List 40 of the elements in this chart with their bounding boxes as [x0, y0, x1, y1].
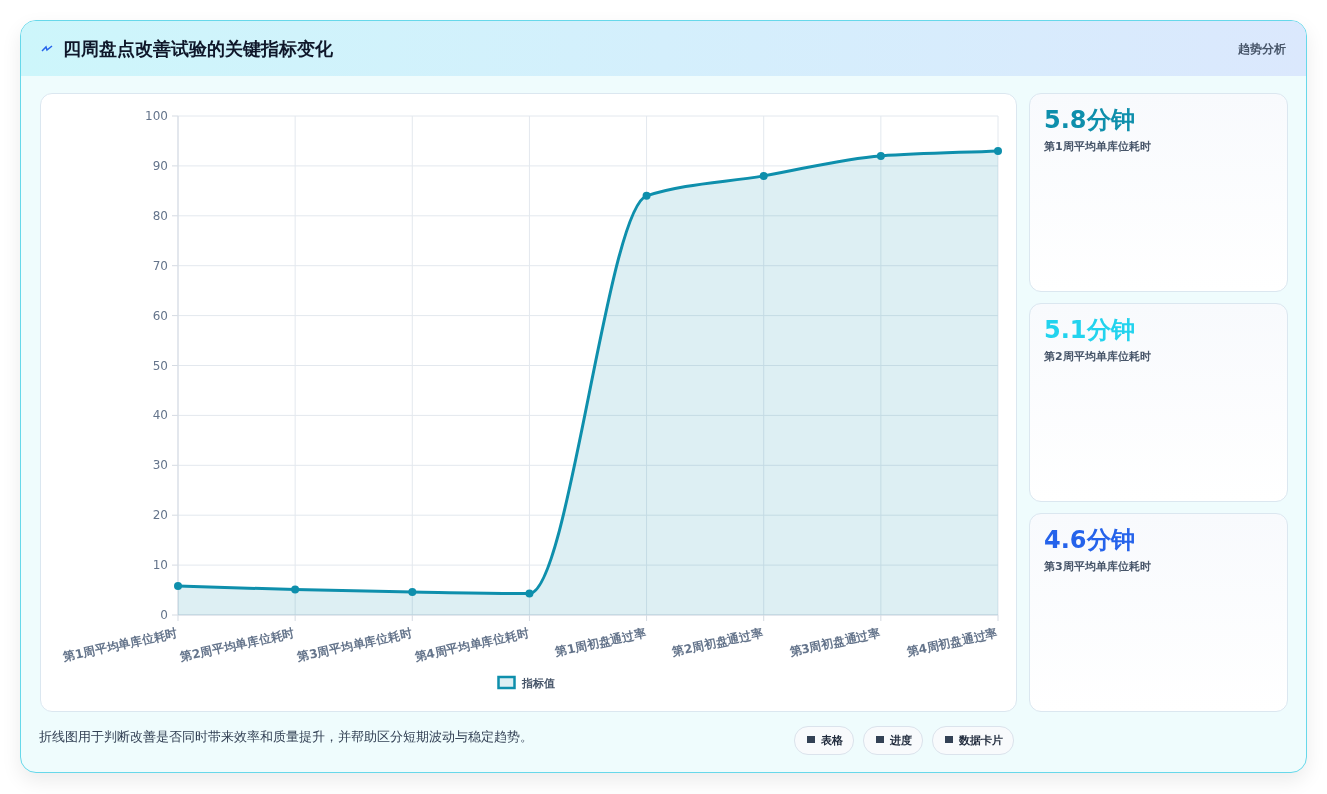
point: [876, 151, 885, 160]
y-tick-label: 60: [152, 308, 168, 323]
point: [525, 589, 534, 598]
point: [994, 146, 1002, 155]
x-tick-label: 第1周平均单库位耗时: [60, 626, 179, 665]
y-tick-label: 90: [152, 158, 168, 173]
point: [759, 171, 768, 180]
x-tick-label: 第4周平均单库位耗时: [412, 626, 531, 665]
point: [642, 191, 651, 200]
x-tick-label: 第3周平均单库位耗时: [295, 626, 413, 665]
point: [174, 582, 182, 591]
category-label: 第3周平均单库位耗时: [1044, 559, 1151, 574]
y-tick-label: 40: [152, 408, 168, 423]
x-tick-label: 第2周初盘通过率: [670, 626, 765, 660]
point: [291, 585, 300, 594]
text: 5.1分钟: [1044, 316, 1135, 344]
text: 表格: [794, 726, 854, 755]
text: 折线图用于判断改善是否同时带来效率和质量提升，并帮助区分短期波动与稳定趋势。: [39, 729, 533, 746]
x-tick-label: 第3周初盘通过率: [787, 626, 882, 660]
x-tick-label: 第4周初盘通过率: [904, 626, 999, 660]
y-tick-label: 30: [152, 458, 168, 473]
chart-title: 四周盘点改善试验的关键指标变化: [63, 37, 333, 61]
y-tick-label: 0: [160, 608, 168, 622]
y-tick-label: 70: [152, 258, 168, 273]
category-label: 第1周平均单库位耗时: [1044, 139, 1151, 154]
text: 5.8分钟: [1044, 106, 1135, 134]
y-tick-label: 20: [152, 508, 168, 523]
y-tick-label: 100: [145, 109, 168, 123]
x-tick-label: 第2周平均单库位耗时: [178, 626, 296, 665]
category-label: 第2周平均单库位耗时: [1044, 349, 1151, 364]
text: 趋势分析: [1238, 41, 1286, 58]
text: 4.6分钟: [1044, 526, 1135, 554]
text: 进度: [863, 726, 923, 755]
text: 数据卡片: [932, 726, 1014, 755]
x-tick-label: 第1周初盘通过率: [552, 626, 648, 660]
legend-label: 指标值: [520, 677, 555, 690]
y-tick-label: 10: [152, 558, 168, 573]
point: [408, 588, 417, 597]
y-tick-label: 50: [152, 358, 168, 373]
y-tick-label: 80: [152, 208, 168, 223]
